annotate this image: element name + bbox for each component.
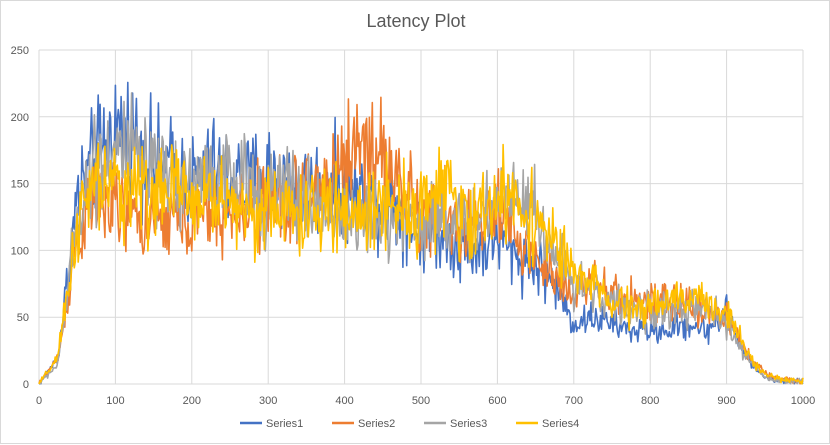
- legend-label-series4: Series4: [542, 418, 579, 430]
- x-tick-label: 400: [335, 395, 353, 407]
- y-tick-label: 200: [11, 112, 29, 124]
- x-tick-label: 100: [106, 395, 124, 407]
- legend-label-series1: Series1: [266, 418, 303, 430]
- x-tick-label: 200: [183, 395, 201, 407]
- x-tick-label: 300: [259, 395, 277, 407]
- legend-label-series2: Series2: [358, 418, 395, 430]
- y-tick-label: 250: [11, 45, 29, 57]
- y-tick-label: 100: [11, 245, 29, 257]
- legend-label-series3: Series3: [450, 418, 487, 430]
- chart-title: Latency Plot: [366, 11, 466, 31]
- x-tick-label: 600: [488, 395, 506, 407]
- x-tick-label: 500: [412, 395, 430, 407]
- y-tick-label: 0: [23, 379, 29, 391]
- series-line-series4: [38, 142, 804, 385]
- x-tick-label: 800: [641, 395, 659, 407]
- x-tick-label: 700: [565, 395, 583, 407]
- x-tick-label: 900: [717, 395, 735, 407]
- y-tick-label: 50: [17, 312, 29, 324]
- x-tick-label: 0: [36, 395, 42, 407]
- x-tick-label: 1000: [791, 395, 815, 407]
- y-tick-label: 150: [11, 179, 29, 191]
